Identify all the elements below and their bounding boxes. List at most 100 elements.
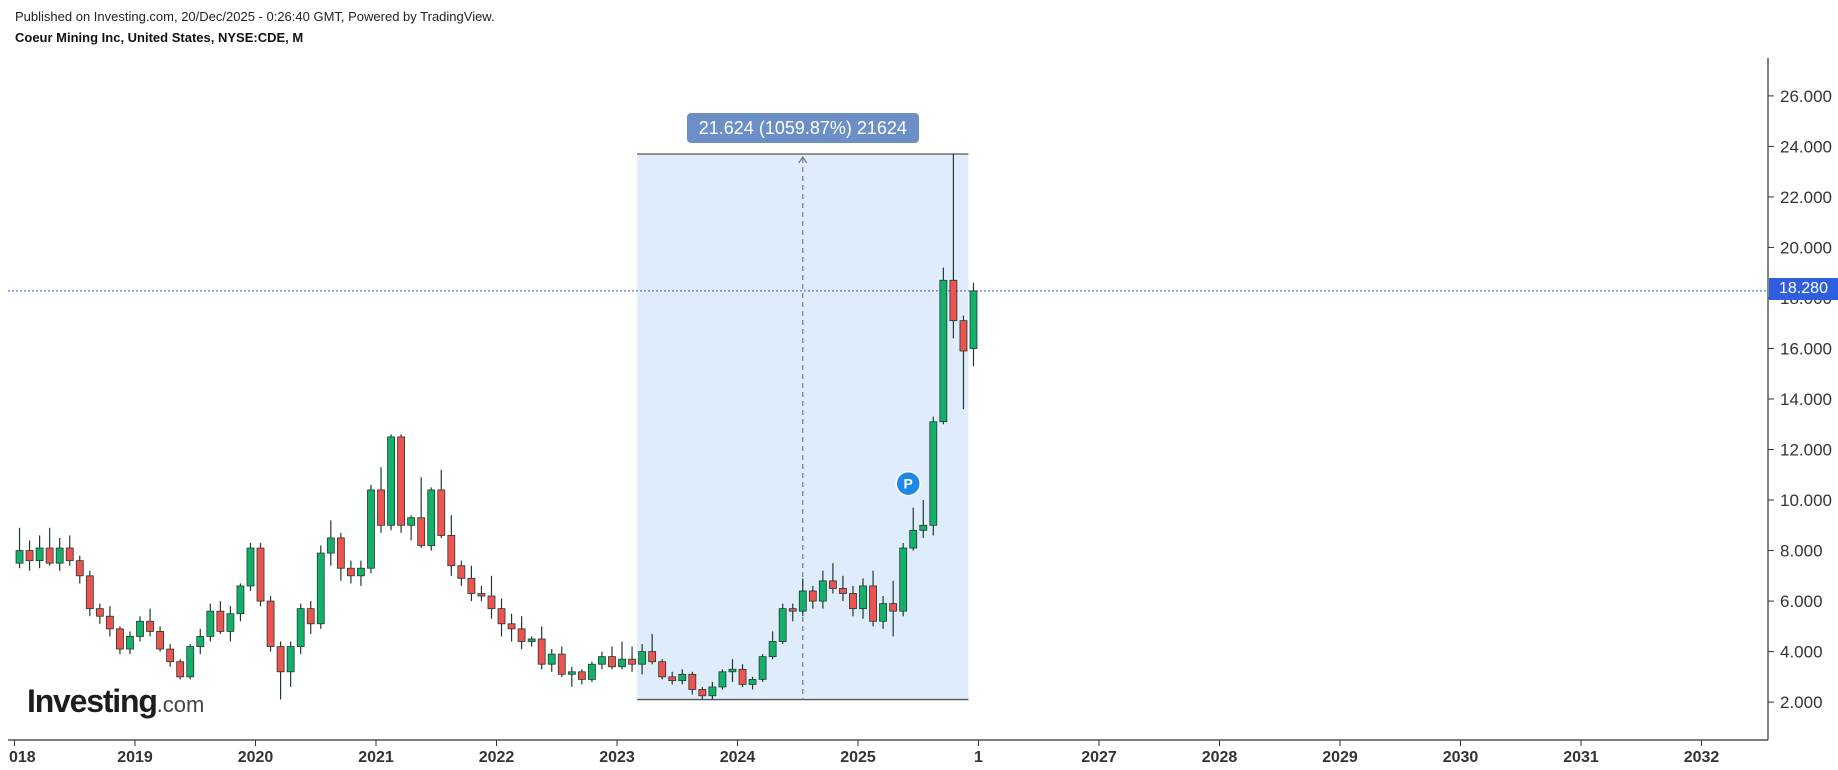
candle[interactable]: [105, 615, 114, 630]
candle[interactable]: [256, 547, 265, 602]
candle[interactable]: [698, 689, 707, 697]
candle[interactable]: [889, 603, 898, 612]
candle[interactable]: [55, 547, 64, 564]
candle[interactable]: [447, 535, 456, 567]
candle[interactable]: [879, 603, 888, 622]
candle[interactable]: [377, 489, 385, 526]
candle[interactable]: [246, 547, 255, 587]
candle[interactable]: [397, 436, 406, 526]
candle[interactable]: [326, 537, 335, 554]
candle[interactable]: [628, 658, 636, 665]
candle[interactable]: [156, 630, 165, 650]
candle[interactable]: [969, 290, 978, 349]
candle[interactable]: [226, 613, 235, 632]
candle[interactable]: [116, 628, 124, 650]
candle[interactable]: [45, 547, 54, 564]
candle[interactable]: [638, 651, 647, 665]
candle[interactable]: [949, 279, 958, 322]
candle[interactable]: [668, 676, 677, 682]
candle[interactable]: [577, 671, 586, 680]
candle[interactable]: [25, 550, 34, 562]
candle[interactable]: [477, 593, 486, 597]
candle[interactable]: [487, 595, 496, 610]
candle[interactable]: [748, 678, 757, 685]
candle[interactable]: [206, 610, 215, 637]
candle[interactable]: [808, 590, 817, 602]
candle[interactable]: [849, 593, 857, 610]
candle[interactable]: [547, 653, 556, 665]
candle[interactable]: [587, 663, 596, 680]
candle[interactable]: [939, 279, 948, 423]
candles-group: [15, 153, 978, 700]
candle[interactable]: [648, 651, 657, 663]
candle[interactable]: [507, 623, 516, 630]
candle[interactable]: [768, 641, 777, 658]
candle[interactable]: [196, 636, 205, 647]
candle[interactable]: [306, 608, 315, 625]
candle[interactable]: [598, 656, 606, 665]
candle[interactable]: [286, 646, 295, 673]
candle[interactable]: [527, 638, 536, 642]
candle[interactable]: [146, 620, 154, 632]
candle[interactable]: [216, 610, 225, 632]
candle[interactable]: [35, 547, 44, 562]
candle[interactable]: [357, 567, 365, 577]
candle[interactable]: [407, 517, 416, 526]
candle[interactable]: [738, 668, 747, 685]
candle[interactable]: [778, 608, 787, 642]
candle[interactable]: [367, 489, 375, 569]
candle[interactable]: [126, 636, 134, 650]
candle[interactable]: [417, 517, 426, 546]
candle[interactable]: [728, 668, 737, 673]
candle[interactable]: [457, 565, 466, 579]
candle[interactable]: [186, 646, 195, 678]
candle[interactable]: [557, 653, 566, 675]
candle[interactable]: [497, 608, 506, 625]
candle[interactable]: [608, 656, 616, 668]
candle[interactable]: [166, 648, 175, 663]
candle[interactable]: [688, 673, 697, 690]
pin-circle[interactable]: [895, 470, 921, 497]
candle[interactable]: [346, 567, 355, 577]
candle[interactable]: [678, 673, 687, 682]
candle[interactable]: [437, 489, 446, 536]
candle[interactable]: [276, 646, 285, 673]
candle[interactable]: [567, 671, 576, 675]
candle[interactable]: [828, 580, 837, 589]
candle[interactable]: [15, 550, 24, 564]
candle[interactable]: [236, 585, 245, 615]
candle[interactable]: [658, 661, 667, 678]
candle[interactable]: [296, 608, 305, 647]
candle[interactable]: [859, 585, 867, 610]
candle[interactable]: [929, 421, 938, 526]
candle[interactable]: [718, 671, 727, 688]
candle[interactable]: [316, 552, 325, 625]
candle[interactable]: [909, 529, 918, 549]
candle[interactable]: [919, 524, 928, 531]
candle[interactable]: [869, 585, 877, 622]
candle[interactable]: [818, 580, 827, 602]
candle[interactable]: [467, 577, 476, 594]
candle[interactable]: [387, 436, 395, 526]
candle[interactable]: [85, 575, 94, 610]
candle[interactable]: [176, 661, 185, 678]
candle[interactable]: [427, 489, 436, 546]
candle[interactable]: [517, 628, 526, 642]
candle[interactable]: [899, 547, 908, 612]
candle[interactable]: [95, 608, 104, 617]
candle[interactable]: [708, 686, 717, 697]
candle[interactable]: [788, 608, 797, 612]
candle[interactable]: [798, 590, 807, 612]
candle[interactable]: [959, 320, 968, 352]
candle[interactable]: [839, 588, 847, 594]
candle[interactable]: [336, 537, 345, 569]
candle[interactable]: [266, 600, 275, 647]
candle[interactable]: [65, 547, 74, 562]
candle[interactable]: [537, 638, 546, 665]
pin-marker[interactable]: P: [895, 470, 921, 497]
candle[interactable]: [136, 620, 144, 637]
candle[interactable]: [758, 656, 767, 680]
candle[interactable]: [75, 560, 84, 577]
candle[interactable]: [618, 658, 626, 668]
